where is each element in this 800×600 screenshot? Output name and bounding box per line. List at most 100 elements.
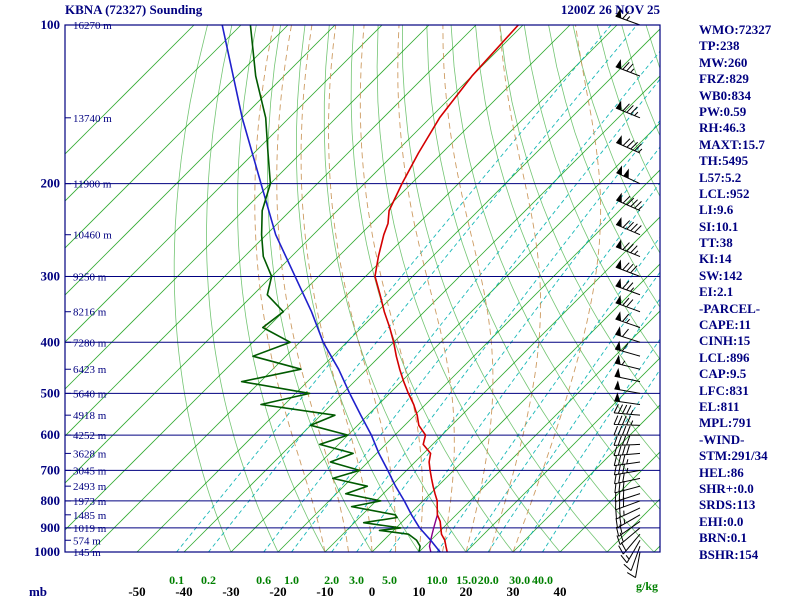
svg-text:11900 m: 11900 m (73, 179, 112, 191)
svg-text:3628 m: 3628 m (73, 448, 107, 460)
svg-text:7280 m: 7280 m (73, 337, 107, 349)
svg-text:1019 m: 1019 m (73, 523, 107, 535)
stat-line: CINH:15 (699, 333, 751, 349)
stat-line: BSHR:154 (699, 546, 759, 562)
stat-line: LFC:831 (699, 382, 749, 398)
moist-adiabat-lines (254, 25, 602, 552)
svg-text:1000: 1000 (34, 544, 60, 559)
skewt-plot: 16270 m 13740 m 11900 m 10460 m 9250 m 8216 m… (29, 8, 661, 599)
chart-title: KBNA (72327) Sounding (65, 2, 203, 17)
temperature-trace (374, 25, 519, 552)
svg-text:-10: -10 (316, 584, 333, 599)
stat-line: LCL:896 (699, 349, 750, 365)
svg-text:0: 0 (369, 584, 376, 599)
stat-line: -WIND- (699, 431, 745, 447)
svg-text:800: 800 (41, 493, 61, 508)
stat-line: SW:142 (699, 267, 743, 283)
svg-text:g/kg: g/kg (636, 579, 658, 593)
svg-text:8216 m: 8216 m (73, 307, 107, 319)
stat-line: LI:9.6 (699, 202, 734, 218)
stat-line: TP:238 (699, 38, 740, 54)
height-labels: 16270 m 13740 m 11900 m 10460 m 9250 m 8216 m… (65, 20, 112, 559)
svg-text:30.0: 30.0 (509, 573, 530, 587)
svg-text:-20: -20 (269, 584, 286, 599)
stat-line: WB0:834 (699, 87, 751, 103)
svg-text:10460 m: 10460 m (73, 230, 112, 242)
stat-line: SRDS:113 (699, 497, 756, 513)
stat-line: BRN:0.1 (699, 530, 748, 546)
stat-line: SHR+:0.0 (699, 480, 754, 496)
stats-panel: WMO:72327 TP:238 MW:260 FRZ:829 WB0:834 PW:0.… (699, 22, 771, 563)
mixing-ratio-labels: 0.1 0.2 0.6 1.0 2.0 3.0 5.0 10.0 15.0 20.0 30.0 40.… (169, 573, 658, 593)
svg-text:300: 300 (41, 268, 61, 283)
stat-line: RH:46.3 (699, 120, 746, 136)
svg-text:500: 500 (41, 385, 61, 400)
parcel-trace (221, 25, 441, 552)
svg-text:10: 10 (413, 584, 426, 599)
svg-text:574 m: 574 m (73, 535, 101, 547)
stat-line: CAP:9.5 (699, 366, 747, 382)
wind-barb-column (613, 8, 643, 579)
svg-text:1973 m: 1973 m (73, 496, 107, 508)
stat-line: PW:0.59 (699, 103, 747, 119)
svg-text:900: 900 (41, 520, 61, 535)
stat-line: MAXT:15.7 (699, 136, 765, 152)
stat-line: TT:38 (699, 235, 733, 251)
svg-text:0.6: 0.6 (256, 573, 271, 587)
stat-line: -PARCEL- (699, 300, 761, 316)
dewpoint-trace (240, 25, 421, 552)
svg-text:2.0: 2.0 (324, 573, 339, 587)
wetbulb-trace (428, 514, 439, 552)
stat-line: EI:2.1 (699, 284, 734, 300)
pressure-axis-labels: 100 200 300 400 500 600 700 800 900 1000 (34, 17, 60, 559)
stat-line: EL:811 (699, 398, 740, 414)
svg-text:4918 m: 4918 m (73, 410, 107, 422)
svg-text:20: 20 (460, 584, 473, 599)
svg-text:0.1: 0.1 (169, 573, 184, 587)
stat-line: EHI:0.0 (699, 513, 744, 529)
stat-line: HEL:86 (699, 464, 744, 480)
plot-border (64, 24, 661, 553)
stat-line: MPL:791 (699, 415, 752, 431)
stat-line: STM:291/34 (699, 448, 768, 464)
stat-line: CAPE:11 (699, 317, 751, 333)
svg-text:145 m: 145 m (73, 547, 101, 559)
svg-text:4252 m: 4252 m (73, 430, 107, 442)
svg-text:1.0: 1.0 (284, 573, 299, 587)
svg-text:0.2: 0.2 (201, 573, 216, 587)
svg-text:5640 m: 5640 m (73, 388, 107, 400)
svg-text:700: 700 (41, 462, 61, 477)
svg-text:3.0: 3.0 (349, 573, 364, 587)
svg-text:200: 200 (41, 176, 61, 191)
stat-line: TH:5495 (699, 153, 749, 169)
stat-line: L57:5.2 (699, 169, 742, 185)
svg-text:20.0: 20.0 (478, 573, 499, 587)
svg-text:6423 m: 6423 m (73, 364, 107, 376)
svg-text:3045 m: 3045 m (73, 465, 107, 477)
svg-text:100: 100 (41, 17, 61, 32)
svg-text:40.0: 40.0 (532, 573, 553, 587)
svg-text:13740 m: 13740 m (73, 113, 112, 125)
svg-text:600: 600 (41, 427, 61, 442)
svg-text:-50: -50 (128, 584, 145, 599)
svg-text:30: 30 (507, 584, 520, 599)
svg-text:1485 m: 1485 m (73, 510, 107, 522)
stat-line: SI:10.1 (699, 218, 739, 234)
chart-datetime: 1200Z 26 NOV 25 (561, 2, 661, 17)
svg-text:40: 40 (554, 584, 567, 599)
svg-text:10.0: 10.0 (427, 573, 448, 587)
stat-line: KI:14 (699, 251, 732, 267)
svg-text:-30: -30 (222, 584, 239, 599)
stat-line: FRZ:829 (699, 71, 749, 87)
svg-text:mb: mb (29, 584, 47, 599)
mixing-ratio-lines (176, 25, 660, 552)
isotherm-lines (65, 25, 660, 552)
svg-text:-40: -40 (175, 584, 192, 599)
stat-line: MW:260 (699, 54, 748, 70)
temperature-axis-labels: -50 -40 -30 -20 -10 0 10 20 30 40 mb (29, 584, 567, 599)
svg-text:400: 400 (41, 334, 61, 349)
stat-line: WMO:72327 (699, 22, 772, 37)
svg-text:15.0: 15.0 (456, 573, 477, 587)
